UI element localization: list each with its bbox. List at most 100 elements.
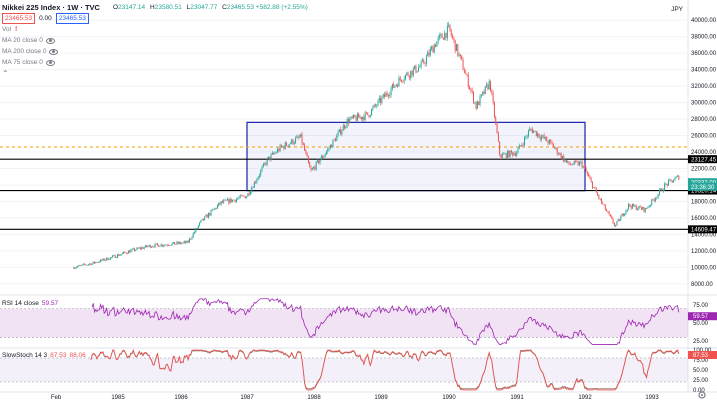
eye-icon[interactable] — [49, 48, 59, 55]
stoch-legend[interactable]: SlowStoch 14 3 87.53 88.06 — [2, 352, 86, 359]
legend-trade-row: 23465.53 0.00 23465.53 — [2, 13, 308, 24]
rsi-legend[interactable]: RSI 14 close 59.57 — [2, 300, 58, 307]
candle-body — [83, 263, 85, 265]
symbol-title[interactable]: Nikkei 225 Index · 1W · TVC — [2, 3, 100, 12]
candle-body — [524, 137, 526, 146]
sell-price-button[interactable]: 23465.53 — [2, 13, 36, 24]
stoch-tick-label: 25.00 — [693, 378, 709, 384]
candle-body — [612, 218, 614, 224]
candle-body — [372, 107, 374, 110]
candle-body — [302, 143, 304, 145]
candle-body — [210, 210, 212, 216]
ohlc-high: 23580.51 — [154, 4, 182, 11]
candle-body — [518, 145, 520, 149]
candle-body — [376, 105, 378, 107]
candle-body — [306, 153, 308, 157]
candle-body — [158, 244, 160, 247]
candle-body — [224, 199, 226, 201]
candle-body — [194, 232, 196, 234]
candle-body — [127, 250, 129, 254]
candle-body — [172, 241, 174, 244]
candle-body — [304, 144, 306, 151]
candle-body — [363, 116, 365, 120]
candle-body — [97, 262, 99, 263]
y-tick-label: 26000.00 — [691, 134, 717, 140]
candle-body — [578, 162, 580, 166]
candle-body — [160, 244, 162, 247]
candle-body — [117, 254, 119, 258]
candle-body — [209, 213, 211, 216]
candle-body — [265, 163, 267, 165]
candle-body — [90, 263, 92, 265]
candle-body — [347, 119, 349, 124]
candle-body — [661, 188, 663, 192]
buy-price-button[interactable]: 23465.53 — [55, 13, 89, 24]
candle-body — [656, 197, 658, 199]
candle-body — [243, 195, 245, 197]
indicator-row-ma200[interactable]: MA 200 close 0 — [2, 46, 308, 57]
candle-body — [514, 153, 516, 156]
candle-body — [628, 204, 630, 209]
candle-body — [310, 167, 312, 171]
candle-body — [102, 258, 104, 261]
candle-body — [103, 258, 105, 261]
indicator-row-ma20[interactable]: MA 20 close 0 — [2, 35, 308, 46]
candle-body — [214, 208, 216, 210]
candle-body — [92, 261, 94, 264]
candle-body — [185, 241, 187, 243]
gear-icon[interactable] — [697, 390, 707, 400]
candle-body — [115, 257, 117, 259]
candle-body — [207, 213, 209, 218]
candle-body — [175, 243, 177, 245]
candle-body — [483, 91, 485, 94]
candle-body — [165, 244, 167, 246]
candle-body — [449, 24, 451, 31]
candle-body — [541, 136, 543, 140]
candle-body — [521, 144, 523, 146]
x-tick-label: 1988 — [307, 395, 321, 401]
candle-body — [332, 139, 334, 148]
collapse-chevron-icon[interactable]: ⌃ — [2, 69, 9, 78]
eye-icon[interactable] — [45, 59, 55, 66]
candle-body — [639, 206, 641, 208]
y-tick-label: 36000.00 — [691, 51, 717, 57]
candle-body — [190, 238, 192, 240]
candle-body — [678, 175, 680, 180]
level-price-tag — [688, 155, 717, 164]
candle-body — [644, 208, 646, 212]
candle-body — [342, 125, 344, 131]
legend-vol-row[interactable]: Vol ! — [2, 24, 308, 35]
candle-body — [563, 155, 565, 162]
x-tick-label: 1990 — [442, 395, 456, 401]
stoch-tick-label: 50.00 — [693, 368, 709, 374]
candle-body — [174, 241, 176, 245]
candle-body — [333, 139, 335, 140]
candle-body — [607, 211, 609, 212]
candle-body — [110, 257, 112, 258]
y-tick-label: 38000.00 — [691, 35, 717, 41]
candle-body — [84, 263, 86, 265]
candle-body — [197, 225, 199, 229]
candle-body — [206, 215, 208, 218]
candle-body — [362, 116, 364, 120]
warning-icon: ! — [15, 26, 18, 33]
candle-body — [580, 161, 582, 163]
stoch-tick-label: 0.00 — [693, 388, 705, 394]
candle-body — [533, 130, 535, 133]
eye-icon[interactable] — [45, 37, 55, 44]
candle-body — [666, 183, 668, 186]
indicator-row-ma75[interactable]: MA 75 close 0 — [2, 57, 308, 68]
candle-body — [314, 167, 316, 170]
candle-body — [655, 198, 657, 201]
stoch-k-value: 87.53 — [50, 352, 67, 359]
candle-body — [488, 80, 490, 90]
candle-body — [389, 94, 391, 97]
rsi-band — [0, 308, 688, 338]
candle-body — [395, 84, 397, 86]
candle-body — [453, 37, 455, 40]
candle-body — [276, 149, 278, 153]
rsi-tick-label: 50.00 — [693, 321, 709, 327]
candle-body — [487, 84, 489, 90]
